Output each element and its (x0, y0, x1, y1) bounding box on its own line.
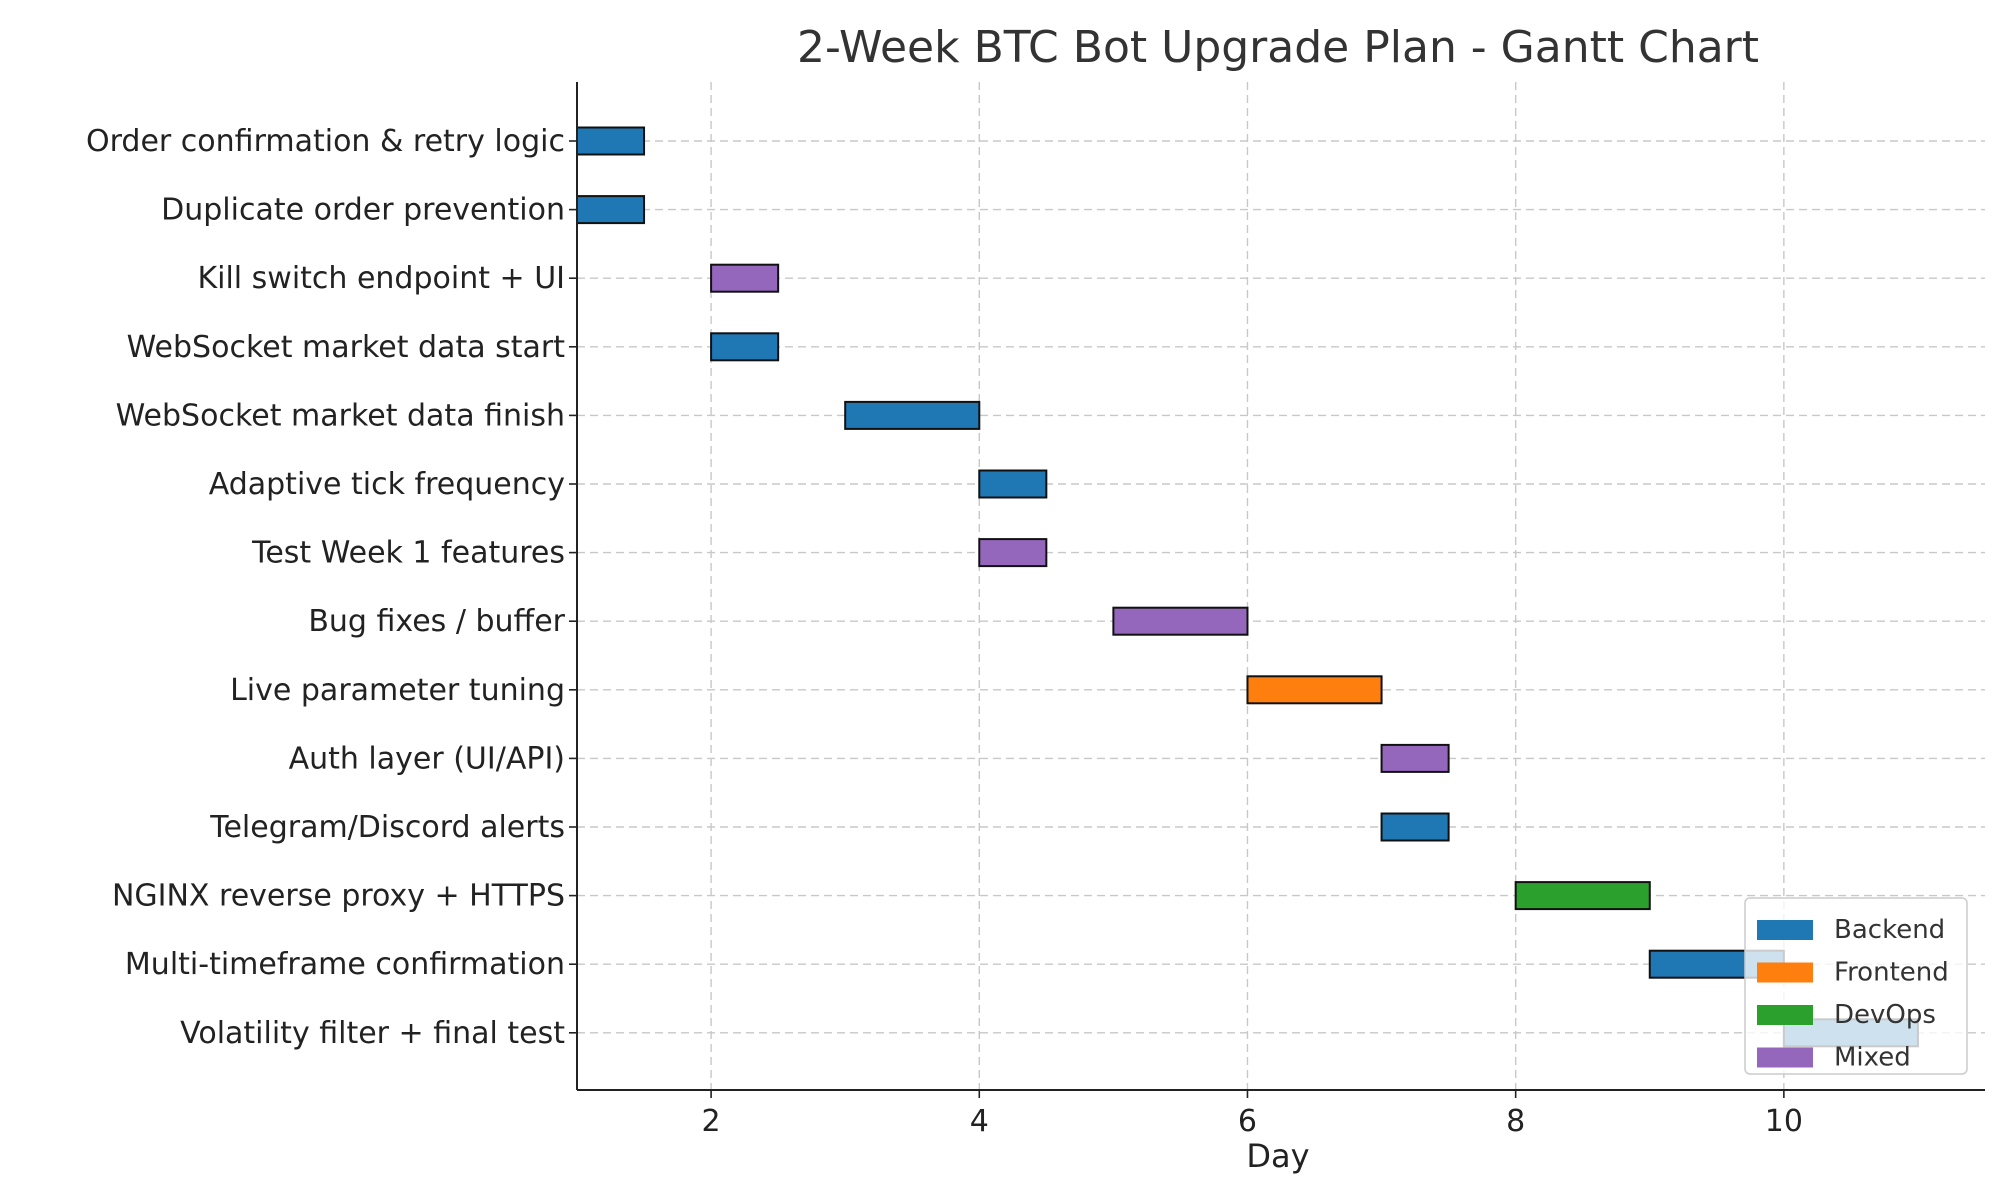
gantt-bar (1380, 743, 1450, 773)
legend-box (1744, 897, 1968, 1075)
x-axis-title: Day (1246, 1137, 1309, 1175)
gantt-bar (1112, 606, 1249, 636)
legend-label: Frontend (1834, 958, 1949, 988)
x-tick-label: 6 (1238, 1104, 1257, 1139)
legend-swatch (1757, 1047, 1813, 1068)
gantt-bar (710, 263, 780, 293)
x-tick-label: 8 (1506, 1104, 1525, 1139)
task-label: Multi-timeframe confirmation (125, 947, 565, 982)
task-label: Volatility filter + final test (180, 1016, 565, 1051)
x-tick-label: 10 (1765, 1104, 1803, 1139)
task-label: Bug fixes / buffer (308, 604, 565, 639)
legend-label: Backend (1834, 915, 1945, 945)
task-label: Adaptive tick frequency (209, 467, 565, 502)
task-label: Telegram/Discord alerts (209, 810, 565, 845)
gantt-bar (576, 126, 646, 156)
x-tick-label: 2 (702, 1104, 721, 1139)
gantt-bar (1380, 812, 1450, 842)
task-label: Live parameter tuning (230, 673, 565, 708)
task-label: WebSocket market data start (127, 330, 566, 365)
chart-title: 2-Week BTC Bot Upgrade Plan - Gantt Char… (797, 22, 1759, 73)
y-axis-labels: Order confirmation & retry logic Duplicat… (86, 124, 577, 1051)
task-label: Test Week 1 features (251, 536, 565, 571)
legend-swatch (1757, 1005, 1813, 1025)
task-label: Duplicate order prevention (161, 193, 565, 228)
legend: Backend Frontend DevOps Mixed (1744, 897, 1968, 1075)
gantt-bar (1246, 675, 1383, 705)
legend-label: Mixed (1834, 1043, 1911, 1073)
gantt-bar (1514, 881, 1651, 911)
legend-label: DevOps (1834, 1000, 1936, 1030)
gantt-bar (844, 400, 981, 430)
axes-layer (576, 82, 1985, 1091)
gantt-bar (978, 538, 1048, 568)
task-label: NGINX reverse proxy + HTTPS (112, 879, 565, 914)
task-label: Order confirmation & retry logic (86, 124, 565, 159)
legend-swatch (1757, 962, 1813, 983)
gantt-bar (576, 195, 646, 225)
task-label: Kill switch endpoint + UI (197, 261, 565, 296)
task-label: WebSocket market data finish (116, 398, 565, 433)
task-label: Auth layer (UI/API) (289, 741, 565, 776)
legend-swatch (1757, 920, 1813, 940)
gantt-bar (710, 332, 780, 362)
x-tick-label: 4 (970, 1104, 989, 1139)
gantt-bar (978, 469, 1048, 499)
x-axis-ticks: 2 4 6 8 10 (702, 1090, 1803, 1139)
